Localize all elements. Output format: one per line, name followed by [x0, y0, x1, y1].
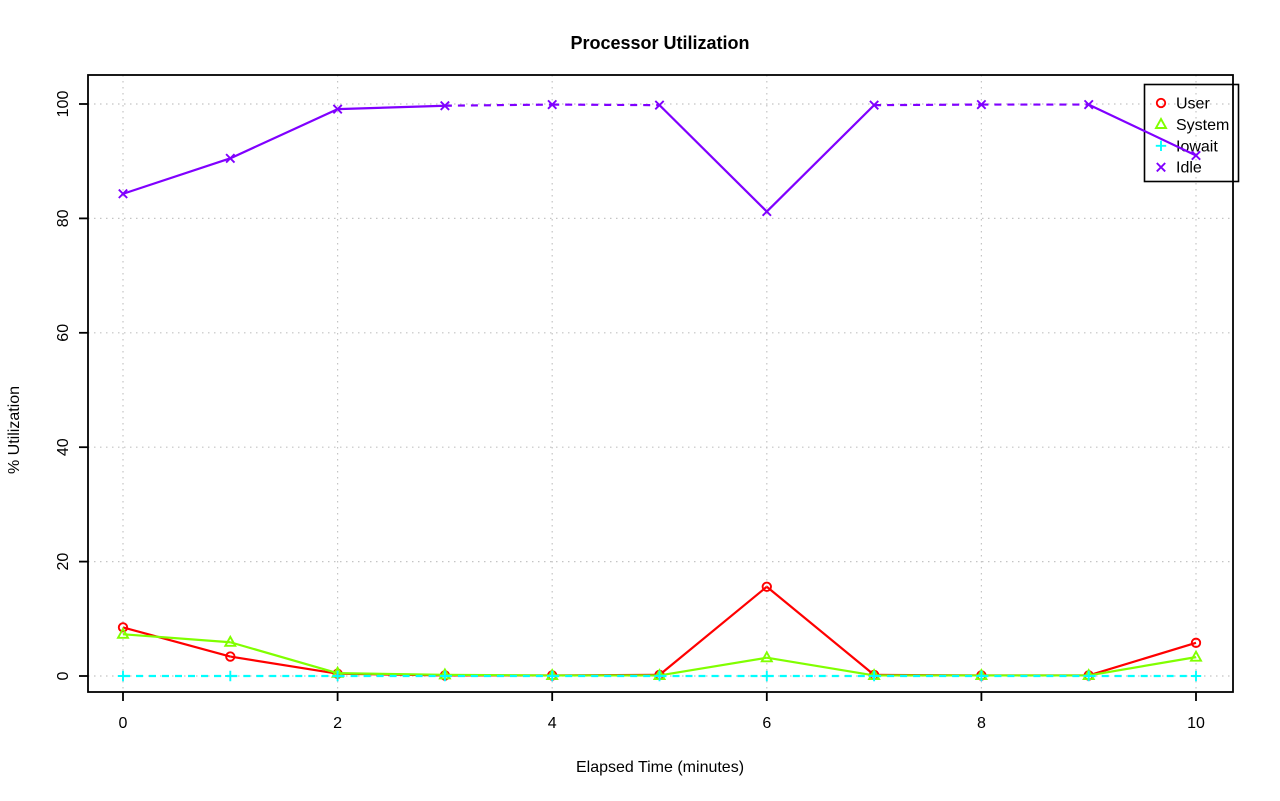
series-system-point-icon	[1189, 649, 1203, 662]
series-idle-segment	[552, 103, 660, 107]
x-tick-label-4: 4	[548, 715, 557, 732]
series-system-point-icon	[223, 634, 237, 647]
series-idle-point-icon	[1083, 99, 1094, 110]
legend: User System Iowait Idle	[1143, 83, 1240, 183]
series-idle-point-icon	[761, 206, 772, 217]
series-idle-point-icon	[225, 153, 236, 164]
series-user-segment	[230, 655, 338, 675]
legend-label-idle: Idle	[1176, 160, 1202, 177]
series-idle-point-icon	[118, 188, 128, 199]
x-axis-label: Elapsed Time (minutes)	[576, 759, 744, 776]
series-iowait-point-icon	[117, 670, 129, 682]
plot-frame	[87, 74, 1234, 693]
legend-label-user: User	[1176, 96, 1210, 113]
series-iowait-point-icon	[1083, 670, 1094, 682]
series-iowait-point-icon	[654, 670, 665, 682]
series-idle-point-icon	[1191, 150, 1201, 161]
legend-box	[1143, 83, 1240, 183]
series-idle-point-icon	[654, 100, 665, 111]
series-user-segment	[1088, 641, 1197, 677]
series-idle-segment	[766, 104, 875, 213]
series-user-segment	[658, 585, 768, 676]
chart-title: Processor Utilization	[570, 33, 749, 53]
legend-marker-idle-icon	[1156, 162, 1166, 173]
series-user-point-icon	[761, 581, 772, 592]
y-tick-label-80: 80	[55, 209, 72, 227]
series-idle-point-icon	[332, 104, 343, 115]
series-user-point-icon	[225, 651, 236, 662]
series-idle	[118, 99, 1201, 217]
series-iowait-point-icon	[868, 670, 880, 682]
x-tick-label-8: 8	[977, 715, 986, 732]
x-tick-label-6: 6	[762, 715, 771, 732]
y-tick-label-0: 0	[55, 671, 72, 680]
series-user-segment	[122, 626, 231, 658]
series-iowait-point-icon	[547, 670, 558, 682]
series-system-segment	[337, 672, 445, 676]
series-iowait-point-icon	[332, 670, 343, 682]
series-system-point-icon	[116, 626, 130, 639]
series-iowait-point-icon	[1190, 670, 1202, 682]
series-idle-point-icon	[440, 100, 450, 111]
plot-border	[87, 74, 1234, 693]
y-tick-label-40: 40	[55, 438, 72, 456]
series-iowait	[117, 670, 1202, 682]
x-tick-label-10: 10	[1187, 715, 1205, 732]
series-system-segment	[1088, 656, 1197, 677]
y-tick-label-100: 100	[55, 91, 72, 118]
series-layer	[116, 99, 1203, 682]
series-user	[117, 581, 1202, 681]
series-idle-point-icon	[976, 99, 987, 110]
series-iowait-point-icon	[225, 670, 236, 682]
y-tick-label-60: 60	[55, 324, 72, 342]
legend-label-iowait: Iowait	[1176, 138, 1218, 155]
legend-label-system: System	[1176, 117, 1229, 134]
series-system-segment	[122, 633, 231, 644]
grid	[88, 75, 1233, 692]
legend-marker-user-icon	[1155, 97, 1167, 109]
y-tick-label-20: 20	[55, 553, 72, 571]
series-idle-segment	[122, 157, 231, 195]
series-idle-segment	[229, 108, 339, 160]
series-system-point-icon	[760, 650, 774, 663]
y-axis-label: % Utilization	[6, 386, 23, 474]
series-idle-segment	[337, 104, 445, 111]
series-iowait-point-icon	[761, 670, 772, 682]
series-idle-point-icon	[869, 100, 879, 111]
series-user-point-icon	[117, 622, 129, 633]
series-idle-segment	[874, 103, 982, 107]
legend-marker-system-icon	[1154, 117, 1168, 129]
series-user-point-icon	[1190, 637, 1202, 648]
legend-marker-iowait-icon	[1155, 140, 1167, 152]
series-idle-segment	[444, 103, 553, 107]
series-system-segment	[766, 656, 875, 677]
series-idle-point-icon	[547, 99, 558, 110]
series-system-segment	[229, 641, 338, 675]
x-tick-label-0: 0	[119, 715, 128, 732]
series-idle-segment	[658, 104, 768, 213]
series-user-segment	[766, 585, 875, 676]
series-idle-segment	[1088, 103, 1197, 157]
series-iowait-point-icon	[439, 670, 451, 682]
series-iowait-point-icon	[976, 670, 987, 682]
series-system-segment	[659, 656, 767, 677]
x-tick-label-2: 2	[333, 715, 342, 732]
